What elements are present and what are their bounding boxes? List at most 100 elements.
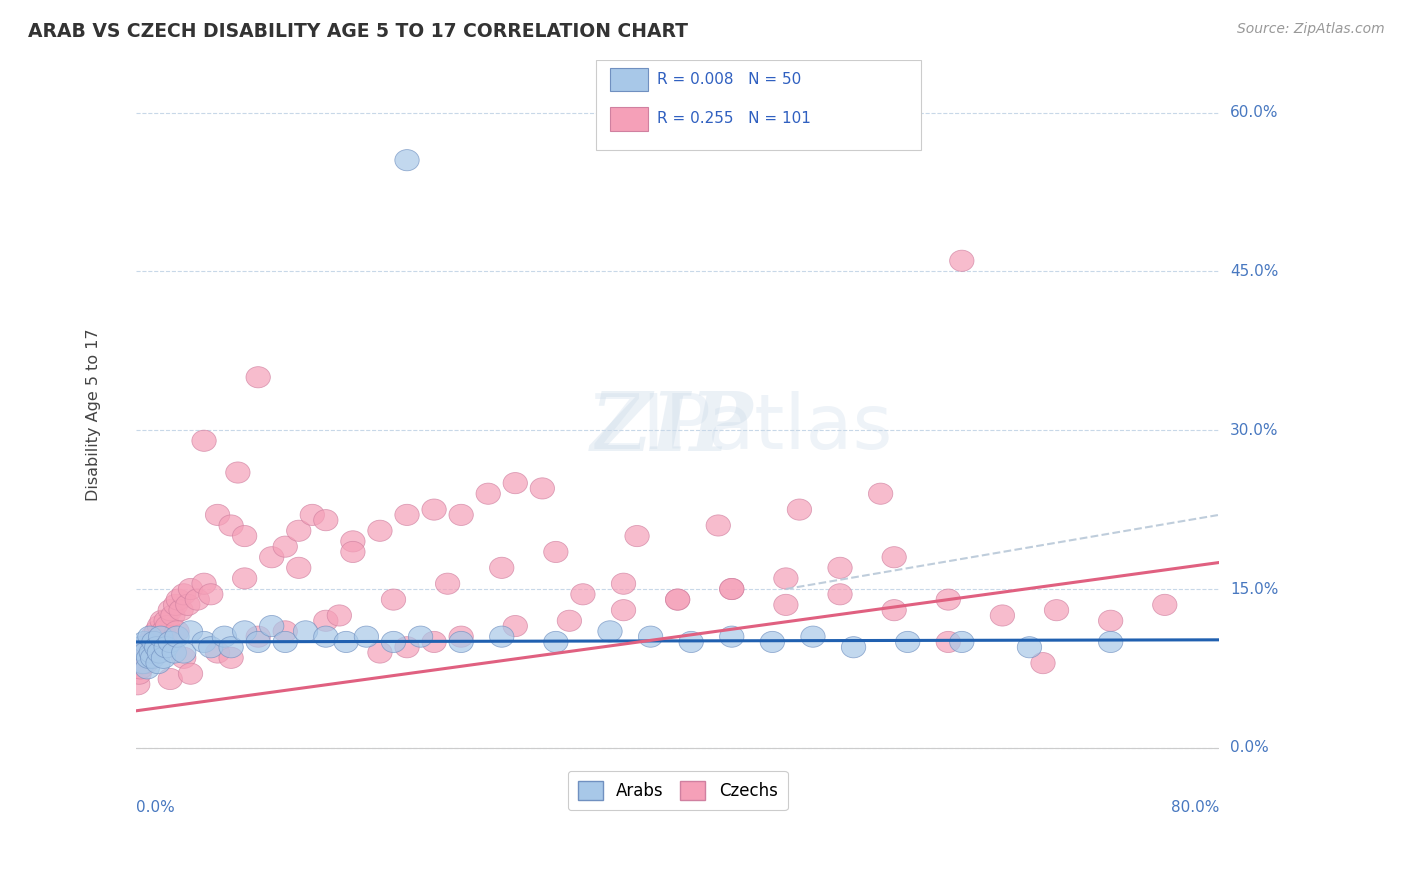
Ellipse shape [155, 610, 179, 632]
Ellipse shape [773, 568, 799, 589]
Ellipse shape [869, 483, 893, 504]
Ellipse shape [395, 150, 419, 170]
Ellipse shape [936, 589, 960, 610]
Ellipse shape [896, 632, 920, 653]
Ellipse shape [146, 653, 170, 673]
Ellipse shape [172, 648, 195, 668]
Ellipse shape [134, 653, 157, 673]
Ellipse shape [990, 605, 1015, 626]
Ellipse shape [314, 509, 337, 531]
Ellipse shape [260, 615, 284, 637]
Ellipse shape [354, 626, 378, 648]
Ellipse shape [314, 610, 337, 632]
Ellipse shape [720, 578, 744, 599]
Text: R = 0.008   N = 50: R = 0.008 N = 50 [658, 72, 801, 87]
Ellipse shape [335, 632, 359, 653]
Ellipse shape [422, 499, 446, 520]
Ellipse shape [381, 589, 406, 610]
Ellipse shape [477, 483, 501, 504]
Ellipse shape [408, 626, 433, 648]
Ellipse shape [142, 632, 166, 653]
Ellipse shape [328, 605, 352, 626]
Ellipse shape [287, 558, 311, 578]
Ellipse shape [145, 637, 169, 657]
Ellipse shape [219, 637, 243, 657]
Ellipse shape [212, 626, 236, 648]
Ellipse shape [198, 583, 224, 605]
Ellipse shape [612, 599, 636, 621]
Ellipse shape [449, 626, 474, 648]
Ellipse shape [205, 504, 229, 525]
Ellipse shape [157, 599, 183, 621]
Ellipse shape [1031, 653, 1054, 673]
Ellipse shape [138, 626, 162, 648]
Ellipse shape [395, 637, 419, 657]
Ellipse shape [155, 637, 179, 657]
Text: R = 0.255   N = 101: R = 0.255 N = 101 [658, 112, 811, 127]
Ellipse shape [141, 648, 165, 668]
Ellipse shape [273, 632, 298, 653]
Ellipse shape [340, 541, 366, 563]
Ellipse shape [165, 621, 190, 642]
Ellipse shape [132, 642, 156, 663]
Ellipse shape [132, 632, 156, 653]
Ellipse shape [299, 504, 325, 525]
Text: ZIPatlas: ZIPatlas [591, 392, 893, 466]
Ellipse shape [773, 594, 799, 615]
Ellipse shape [1098, 610, 1123, 632]
Ellipse shape [179, 578, 202, 599]
Ellipse shape [787, 499, 811, 520]
Text: ZIP: ZIP [591, 389, 754, 468]
Ellipse shape [544, 632, 568, 653]
Ellipse shape [1045, 599, 1069, 621]
Text: 30.0%: 30.0% [1230, 423, 1278, 438]
Ellipse shape [340, 531, 366, 552]
Ellipse shape [882, 547, 907, 568]
Text: 0.0%: 0.0% [1230, 740, 1268, 756]
Text: Source: ZipAtlas.com: Source: ZipAtlas.com [1237, 22, 1385, 37]
Ellipse shape [232, 621, 257, 642]
Ellipse shape [143, 637, 167, 657]
Text: 15.0%: 15.0% [1230, 582, 1278, 597]
Text: ARAB VS CZECH DISABILITY AGE 5 TO 17 CORRELATION CHART: ARAB VS CZECH DISABILITY AGE 5 TO 17 COR… [28, 22, 688, 41]
Ellipse shape [246, 626, 270, 648]
Ellipse shape [152, 621, 176, 642]
Ellipse shape [153, 626, 177, 648]
Ellipse shape [129, 653, 155, 673]
Ellipse shape [232, 525, 257, 547]
Legend: Arabs, Czechs: Arabs, Czechs [568, 771, 787, 810]
Text: 45.0%: 45.0% [1230, 264, 1278, 279]
Ellipse shape [449, 632, 474, 653]
Ellipse shape [612, 574, 636, 594]
Ellipse shape [128, 657, 153, 679]
Ellipse shape [191, 574, 217, 594]
Ellipse shape [1098, 632, 1123, 653]
Ellipse shape [219, 515, 243, 536]
Ellipse shape [142, 632, 166, 653]
Ellipse shape [205, 642, 229, 663]
Ellipse shape [422, 632, 446, 653]
Ellipse shape [162, 642, 187, 663]
Ellipse shape [287, 520, 311, 541]
Ellipse shape [163, 594, 188, 615]
Ellipse shape [1153, 594, 1177, 615]
Text: 80.0%: 80.0% [1171, 799, 1219, 814]
Ellipse shape [150, 610, 174, 632]
Ellipse shape [624, 525, 650, 547]
Ellipse shape [679, 632, 703, 653]
Ellipse shape [139, 642, 163, 663]
Ellipse shape [172, 583, 195, 605]
Ellipse shape [246, 367, 270, 388]
Ellipse shape [368, 642, 392, 663]
Ellipse shape [273, 536, 298, 558]
Ellipse shape [179, 621, 202, 642]
Text: 0.0%: 0.0% [136, 799, 176, 814]
Ellipse shape [145, 621, 169, 642]
Ellipse shape [381, 632, 406, 653]
Ellipse shape [530, 478, 554, 499]
Ellipse shape [665, 589, 690, 610]
Ellipse shape [198, 637, 224, 657]
Ellipse shape [489, 626, 515, 648]
FancyBboxPatch shape [610, 107, 648, 130]
Ellipse shape [260, 547, 284, 568]
